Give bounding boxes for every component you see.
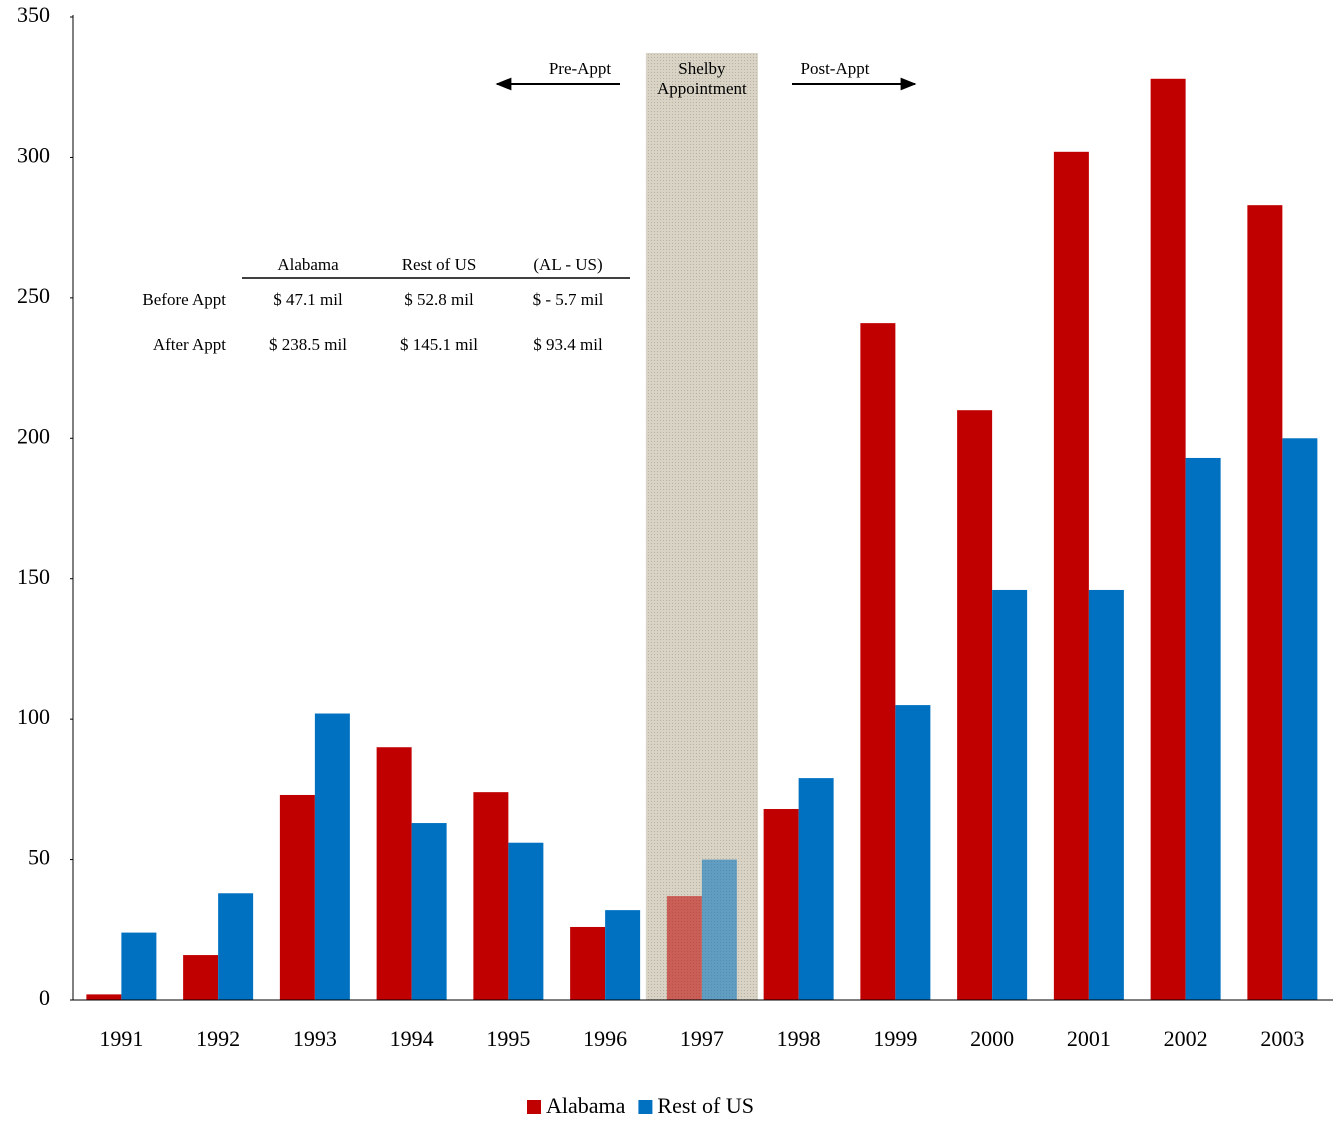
- shaded-label: Shelby: [678, 59, 726, 78]
- x-tick-label: 1996: [583, 1026, 627, 1051]
- bar: [1088, 589, 1124, 1000]
- table-cell: $ 93.4 mil: [533, 335, 603, 354]
- bar: [763, 809, 799, 1000]
- bar: [860, 323, 896, 1000]
- bar: [666, 896, 702, 1000]
- x-tick-label: 2002: [1164, 1026, 1208, 1051]
- legend-swatch: [638, 1100, 653, 1114]
- table-row-label: After Appt: [153, 335, 226, 354]
- bar: [279, 794, 315, 1000]
- table-header: Rest of US: [402, 255, 477, 274]
- bar: [411, 823, 447, 1000]
- bar: [218, 893, 254, 1000]
- legend-swatch: [527, 1100, 541, 1114]
- x-tick-label: 2000: [970, 1026, 1014, 1051]
- table-cell: $ - 5.7 mil: [533, 290, 604, 309]
- bar: [86, 994, 122, 1000]
- post-label: Post-Appt: [801, 59, 870, 78]
- bar: [508, 842, 544, 1000]
- bar: [1150, 78, 1186, 1000]
- x-tick-label: 1994: [390, 1026, 434, 1051]
- x-tick-label: 1992: [196, 1026, 240, 1051]
- bar: [895, 705, 931, 1000]
- table-cell: $ 238.5 mil: [269, 335, 347, 354]
- table-cell: $ 52.8 mil: [404, 290, 474, 309]
- bar: [183, 955, 219, 1000]
- bar: [798, 778, 834, 1000]
- bar: [992, 589, 1028, 1000]
- y-tick-label: 50: [28, 845, 50, 870]
- shaded-region: [645, 53, 758, 1000]
- shaded-label: Appointment: [657, 79, 747, 98]
- table-header: Alabama: [277, 255, 339, 274]
- bar: [957, 410, 993, 1000]
- bar: [1247, 205, 1283, 1000]
- y-tick-label: 100: [17, 704, 50, 729]
- y-tick-label: 250: [17, 283, 50, 308]
- bar: [605, 910, 641, 1000]
- table-header: (AL - US): [533, 255, 602, 274]
- bar: [376, 747, 412, 1000]
- y-tick-label: 350: [17, 2, 50, 27]
- x-tick-label: 1993: [293, 1026, 337, 1051]
- bar: [701, 859, 737, 1000]
- pre-label: Pre-Appt: [549, 59, 612, 78]
- y-tick-label: 150: [17, 564, 50, 589]
- bar: [314, 713, 350, 1000]
- bar: [1282, 438, 1318, 1000]
- x-tick-label: 2001: [1067, 1026, 1111, 1051]
- bar: [1185, 457, 1221, 1001]
- x-tick-label: 1998: [777, 1026, 821, 1051]
- x-tick-label: 2003: [1260, 1026, 1304, 1051]
- x-tick-label: 1997: [680, 1026, 724, 1051]
- bar: [121, 932, 157, 1000]
- x-tick-label: 1999: [873, 1026, 917, 1051]
- x-tick-label: 1991: [99, 1026, 143, 1051]
- table-row-label: Before Appt: [142, 290, 226, 309]
- bar: [473, 792, 509, 1000]
- bar: [570, 926, 606, 1000]
- bar: [1053, 151, 1089, 1001]
- table-cell: $ 47.1 mil: [273, 290, 343, 309]
- y-tick-label: 200: [17, 423, 50, 448]
- x-tick-label: 1995: [486, 1026, 530, 1051]
- legend-label: Rest of US: [657, 1093, 754, 1118]
- legend-label: Alabama: [546, 1093, 626, 1118]
- y-tick-label: 0: [39, 985, 50, 1010]
- y-tick-label: 300: [17, 142, 50, 167]
- table-cell: $ 145.1 mil: [400, 335, 478, 354]
